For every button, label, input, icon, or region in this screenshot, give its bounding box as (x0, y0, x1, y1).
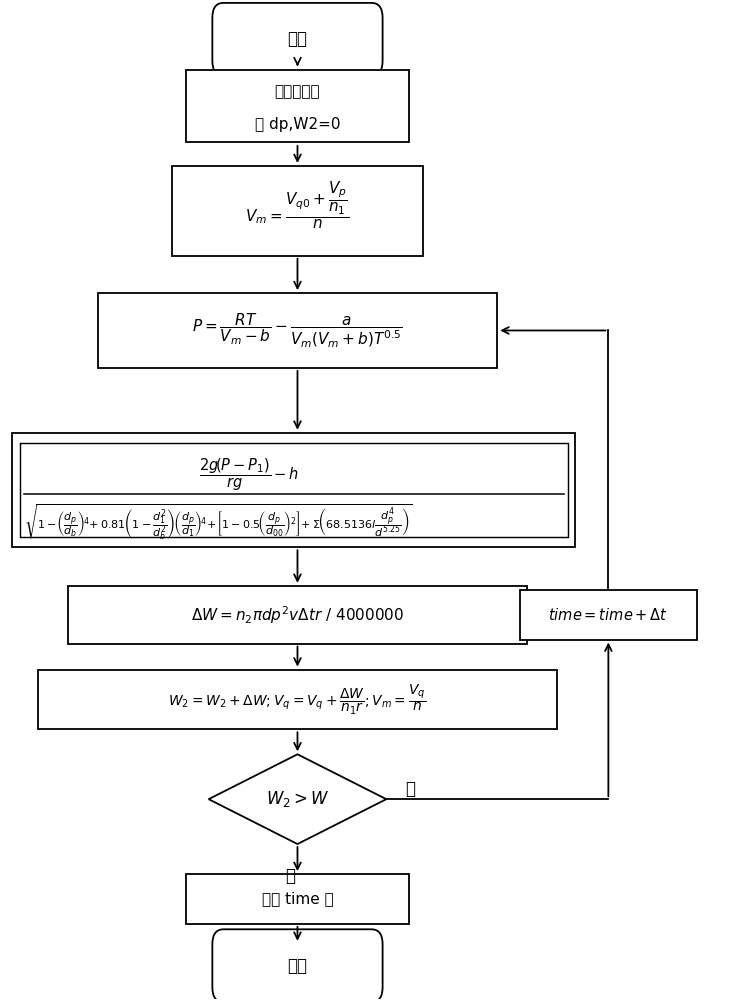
Text: 获得喷嘴直: 获得喷嘴直 (275, 85, 320, 100)
Text: $\mathit{time}=\mathit{time}+\Delta t$: $\mathit{time}=\mathit{time}+\Delta t$ (548, 607, 669, 623)
Bar (39, 670, 557, 729)
Text: $\dfrac{2g\!\left(P-P_1\right)}{rg}-h$: $\dfrac{2g\!\left(P-P_1\right)}{rg}-h$ (198, 457, 299, 493)
Text: 径 dp,W2=0: 径 dp,W2=0 (255, 117, 340, 132)
Bar (519, 590, 697, 640)
Text: 输出 time 值: 输出 time 值 (262, 891, 334, 906)
Text: 结束: 结束 (288, 957, 308, 975)
Text: 是: 是 (285, 867, 295, 885)
Bar (97, 293, 497, 368)
Bar (186, 874, 409, 924)
FancyBboxPatch shape (212, 3, 383, 76)
Bar (172, 166, 424, 256)
Bar (68, 586, 527, 644)
Bar (13, 433, 575, 547)
Bar (186, 70, 409, 142)
Text: $V_m = \dfrac{V_{q0} + \dfrac{V_p}{n_1}}{n}$: $V_m = \dfrac{V_{q0} + \dfrac{V_p}{n_1}}… (245, 180, 350, 231)
Text: $W_2>W$: $W_2>W$ (266, 789, 329, 809)
Text: $W_2=W_2+\Delta W;V_q=V_q+\dfrac{\Delta W}{n_1 r};V_m=\dfrac{V_q}{n}$: $W_2=W_2+\Delta W;V_q=V_q+\dfrac{\Delta … (169, 682, 426, 717)
Bar (20, 443, 568, 537)
Text: 否: 否 (405, 780, 415, 798)
Polygon shape (209, 754, 386, 844)
Text: $\Delta W = n_2\pi dp^2 v\Delta tr\ /\ 4000000$: $\Delta W = n_2\pi dp^2 v\Delta tr\ /\ 4… (191, 604, 404, 626)
Text: $P=\dfrac{RT}{V_m-b}-\dfrac{a}{V_m(V_m+b)T^{0.5}}$: $P=\dfrac{RT}{V_m-b}-\dfrac{a}{V_m(V_m+b… (192, 312, 403, 349)
Text: 开始: 开始 (288, 30, 308, 48)
Text: $\sqrt{1-\!\left(\dfrac{d_p}{d_b}\right)^{\!4}\!+0.81\!\left(1-\dfrac{d_1^2}{d_b: $\sqrt{1-\!\left(\dfrac{d_p}{d_b}\right)… (24, 502, 412, 542)
FancyBboxPatch shape (212, 929, 383, 1000)
